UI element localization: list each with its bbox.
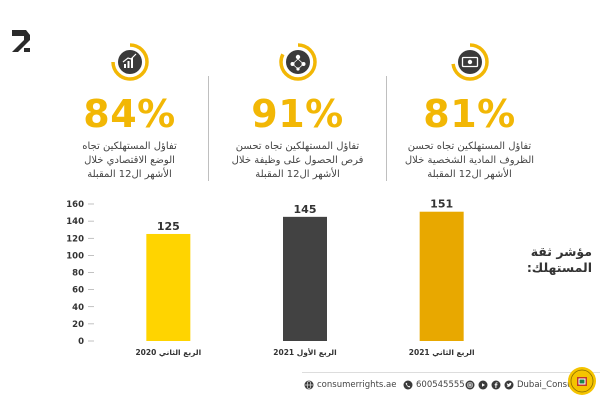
stat-desc-line: تفاؤل المستهلكين تجاه — [82, 141, 177, 152]
footer-social[interactable]: Dubai_Consumers — [465, 376, 594, 394]
bar-data-label: 145 — [294, 203, 317, 216]
stat-desc-line: الوضع الاقتصادي خلال — [84, 155, 175, 166]
people-network-icon — [278, 43, 317, 81]
y-tick-label: 60 — [72, 286, 84, 296]
stat-desc-line: الأشهر ال12 المقبلة — [255, 169, 340, 180]
y-tick-label: 80 — [72, 269, 84, 279]
stat-finance: 81% تفاؤل المستهلكين تجاه تحسن الظروف ال… — [382, 40, 557, 190]
footer-divider — [302, 372, 600, 373]
chart-title-line: المستهلك: — [526, 260, 592, 275]
y-tick-label: 100 — [66, 251, 84, 261]
y-tick-label: 0 — [78, 337, 84, 347]
stat-percent: 81% — [423, 92, 516, 136]
stat-description: تفاؤل المستهلكين تجاه تحسن الظروف المادي… — [382, 140, 557, 182]
globe-icon — [304, 380, 314, 390]
stat-jobs: 91% تفاؤل المستهلكين تجاه تحسن فرص الحصو… — [210, 40, 385, 190]
footer-website[interactable]: consumerrights.ae — [304, 376, 396, 394]
stat-desc-line: تفاؤل المستهلكين تجاه تحسن — [235, 141, 360, 152]
phone-icon — [403, 380, 413, 390]
stat-desc-line: الأشهر ال12 المقبلة — [87, 169, 172, 180]
brand-logo-icon — [12, 30, 30, 52]
y-axis: 0 20 40 60 80 100 120 140 160 — [66, 200, 94, 347]
bar — [283, 216, 327, 341]
x-category-label: الربع الثاني 2020 — [135, 348, 201, 357]
bar-data-label: 125 — [157, 220, 180, 233]
y-tick-label: 140 — [66, 217, 84, 227]
bar — [419, 211, 464, 341]
twitter-icon — [504, 380, 514, 390]
stat-percent: 91% — [251, 92, 344, 136]
y-tick-label: 120 — [66, 234, 84, 244]
website-text: consumerrights.ae — [317, 380, 397, 390]
youtube-icon — [478, 380, 488, 390]
stat-economy: 84% تفاؤل المستهلكين تجاه الوضع الاقتصاد… — [42, 40, 217, 190]
instagram-icon — [465, 380, 475, 390]
social-handle-text: Dubai_Consumers — [517, 380, 594, 390]
footer-phone[interactable]: 600545555 — [403, 376, 465, 394]
y-tick-label: 40 — [72, 303, 84, 313]
phone-text: 600545555 — [416, 380, 465, 390]
bars: 125 الربع الثاني 2020 145 الربع الأول 2021 1… — [135, 198, 474, 357]
bar — [146, 233, 191, 341]
stat-desc-line: الظروف المادية الشخصية خلال — [404, 155, 535, 166]
rising-chart-icon — [110, 43, 149, 81]
y-tick-label: 20 — [72, 320, 84, 330]
stat-description: تفاؤل المستهلكين تجاه تحسن فرص الحصول عل… — [210, 140, 385, 182]
stat-desc-line: تفاؤل المستهلكين تجاه تحسن — [407, 141, 532, 152]
chart-title: مؤشر ثقة المستهلك: — [512, 244, 592, 276]
divider — [386, 76, 387, 181]
x-category-label: الربع الأول 2021 — [273, 348, 336, 357]
emblem-seal-icon — [568, 367, 596, 395]
chart-title-line: مؤشر ثقة — [530, 244, 592, 259]
bar-data-label: 151 — [430, 198, 453, 211]
stat-desc-line: فرص الحصول على وظيفة خلال — [231, 155, 364, 166]
facebook-icon — [491, 380, 501, 390]
consumer-confidence-chart: 0 20 40 60 80 100 120 140 160 125 الربع الثاني 20… — [66, 198, 474, 357]
y-tick-label: 160 — [66, 200, 84, 210]
money-bill-icon — [450, 43, 489, 81]
stat-desc-line: الأشهر ال12 المقبلة — [427, 169, 512, 180]
stat-percent: 84% — [83, 92, 176, 136]
divider — [208, 76, 209, 181]
stat-description: تفاؤل المستهلكين تجاه الوضع الاقتصادي خل… — [42, 140, 217, 182]
x-category-label: الربع الثاني 2021 — [409, 348, 475, 357]
